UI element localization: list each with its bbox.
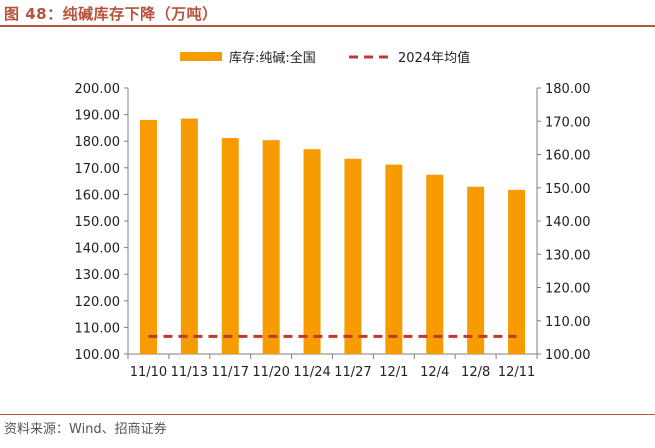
left-tick-label: 180.00 xyxy=(75,135,121,150)
bar xyxy=(303,149,321,354)
title-divider xyxy=(0,25,655,27)
left-tick-label: 200.00 xyxy=(75,82,121,97)
chart: 库存:纯碱:全国 2024年均值 100.00 110.00 120.00 130.00… xyxy=(75,50,591,380)
x-tick-label: 12/8 xyxy=(461,365,490,380)
bar xyxy=(344,158,362,354)
bar xyxy=(262,140,280,354)
left-tick-label: 120.00 xyxy=(75,295,121,310)
source-note: 资料来源：Wind、招商证券 xyxy=(4,422,167,437)
left-tick-label: 140.00 xyxy=(75,242,121,257)
left-tick-label: 100.00 xyxy=(75,348,121,363)
x-tick-label: 11/13 xyxy=(171,365,208,380)
right-tick-label: 110.00 xyxy=(545,315,591,330)
legend-swatch-inventory xyxy=(180,52,222,61)
right-tick-label: 160.00 xyxy=(545,149,591,164)
x-tick-label: 11/20 xyxy=(252,365,289,380)
x-tick-label: 11/27 xyxy=(334,365,371,380)
left-tick-label: 130.00 xyxy=(75,268,121,283)
x-tick-label: 12/4 xyxy=(420,365,449,380)
right-tick-label: 140.00 xyxy=(545,215,591,230)
right-tick-label: 170.00 xyxy=(545,115,591,130)
left-tick-label: 110.00 xyxy=(75,321,121,336)
right-tick-label: 130.00 xyxy=(545,248,591,263)
bar xyxy=(385,164,403,354)
bar xyxy=(139,119,157,354)
axes: 100.00 110.00 120.00 130.00 140.00 150.00 160.… xyxy=(75,82,591,380)
right-tick-label: 150.00 xyxy=(545,182,591,197)
left-tick-label: 190.00 xyxy=(75,109,121,124)
x-tick-label: 11/24 xyxy=(293,365,330,380)
bar xyxy=(426,174,444,354)
right-tick-label: 120.00 xyxy=(545,282,591,297)
legend: 库存:纯碱:全国 2024年均值 xyxy=(180,50,470,66)
x-tick-label: 12/1 xyxy=(379,365,408,380)
bar xyxy=(180,118,198,354)
bar xyxy=(508,189,526,354)
chart-title: 图 48：纯碱库存下降（万吨） xyxy=(4,5,218,23)
right-tick-label: 100.00 xyxy=(545,348,591,363)
x-tick-label: 11/10 xyxy=(130,365,167,380)
bar xyxy=(467,186,485,354)
bar xyxy=(221,138,239,354)
left-tick-label: 170.00 xyxy=(75,162,121,177)
right-tick-label: 180.00 xyxy=(545,82,591,97)
bar-series xyxy=(139,118,526,354)
legend-label-inventory: 库存:纯碱:全国 xyxy=(229,50,316,66)
left-tick-label: 150.00 xyxy=(75,215,121,230)
footer-divider xyxy=(0,414,655,415)
x-tick-label: 11/17 xyxy=(212,365,249,380)
left-tick-label: 160.00 xyxy=(75,188,121,203)
x-tick-label: 12/11 xyxy=(498,365,535,380)
legend-label-average: 2024年均值 xyxy=(398,50,470,66)
